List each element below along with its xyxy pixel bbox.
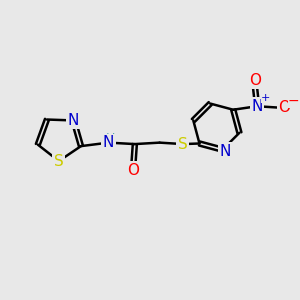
Text: −: − — [288, 94, 300, 108]
Text: N: N — [68, 113, 79, 128]
Text: N: N — [219, 144, 231, 159]
Text: +: + — [261, 93, 270, 103]
Text: S: S — [178, 136, 188, 152]
Text: H: H — [105, 132, 115, 145]
Text: O: O — [278, 100, 290, 115]
Text: N: N — [251, 99, 263, 114]
Text: O: O — [128, 163, 140, 178]
Text: N: N — [103, 135, 114, 150]
Text: S: S — [54, 154, 64, 169]
Text: O: O — [249, 73, 261, 88]
